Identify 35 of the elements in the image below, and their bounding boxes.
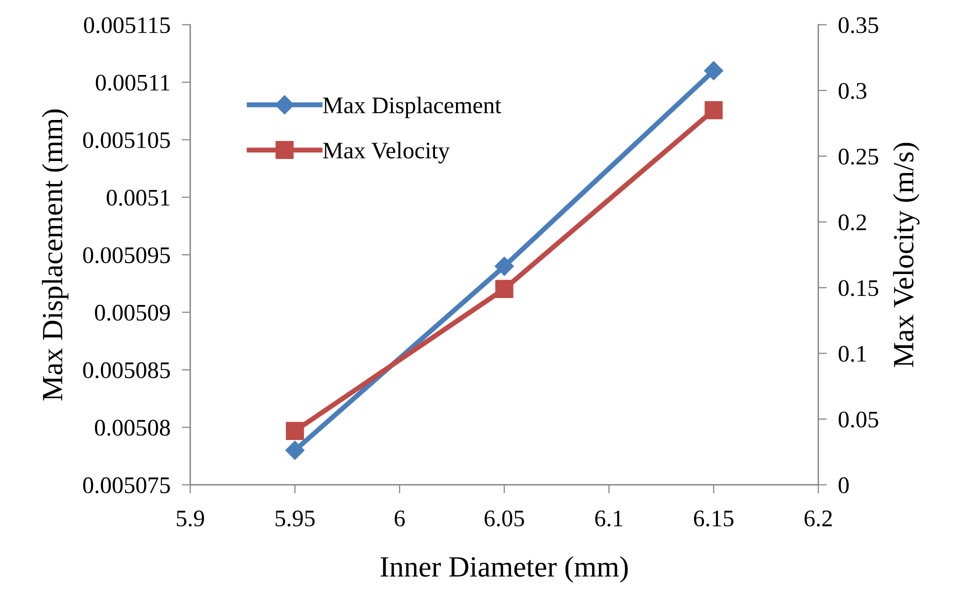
- y2-tick-label: 0.35: [838, 17, 878, 34]
- y2-tick-label: 0.3: [838, 82, 866, 99]
- y-axis-title: Max Displacement (mm): [42, 109, 68, 401]
- y2-axis-title: Max Velocity (m/s): [892, 142, 920, 368]
- point: [286, 422, 304, 440]
- y2-tick-label: 0.15: [838, 280, 878, 296]
- x-tick-label: 6: [394, 510, 405, 526]
- y2-tick-label: 0.2: [838, 214, 866, 230]
- point: [495, 280, 514, 298]
- point: [285, 440, 304, 460]
- x-axis-title: Inner Diameter (mm): [380, 556, 628, 583]
- point: [704, 61, 724, 80]
- y-tick-label: 0.00509: [94, 304, 170, 321]
- y-tick-label: 0.0051: [106, 190, 170, 206]
- x-tick-label: 6.15: [694, 510, 734, 527]
- y2-tick-label: 0.1: [838, 346, 866, 362]
- x-tick-label: 6.1: [595, 510, 622, 527]
- y-tick-label: 0.005075: [83, 477, 170, 494]
- legend-label: Max Velocity: [323, 142, 450, 164]
- y2-tick-label: 0: [838, 477, 849, 494]
- point: [704, 101, 723, 120]
- y-tick-label: 0.00511: [96, 74, 170, 91]
- x-tick-label: 6.05: [484, 510, 524, 527]
- x-tick-label: 5.95: [276, 510, 315, 527]
- y-tick-label: 0.00508: [94, 420, 170, 436]
- y-tick-label: 0.005085: [83, 362, 170, 378]
- y2-tick-label: 0.05: [838, 412, 878, 428]
- y2-tick-label: 0.25: [838, 148, 878, 165]
- x-tick-label: 5.9: [176, 510, 204, 527]
- y-tick-label: 0.005105: [83, 132, 170, 148]
- point: [494, 256, 514, 276]
- y-tick-label: 0.005115: [84, 17, 170, 34]
- legend-label: Max Displacement: [323, 96, 502, 118]
- y-tick-label: 0.005095: [83, 247, 170, 264]
- x-tick-label: 6.2: [804, 510, 832, 527]
